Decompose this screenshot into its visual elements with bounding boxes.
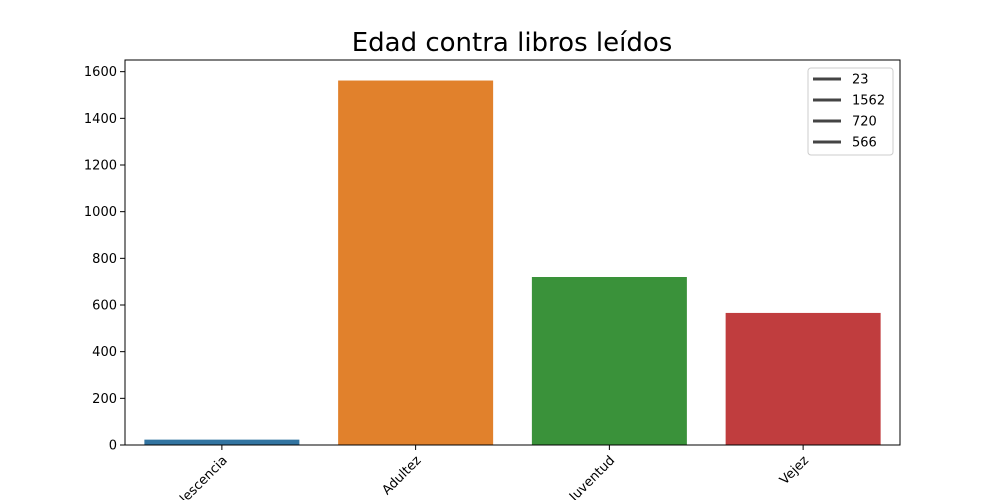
legend-label: 566 xyxy=(852,136,877,151)
bar xyxy=(725,312,881,445)
y-tick-label: 200 xyxy=(92,392,117,407)
y-tick-label: 1600 xyxy=(84,65,117,80)
plot-area: 0 200 400 600 800 1000 1200 1400 1600 Adolescenci… xyxy=(84,59,901,500)
x-tick-label: Vejez xyxy=(777,453,812,488)
y-tick-label: 1200 xyxy=(84,159,117,174)
y-tick-label: 600 xyxy=(92,299,117,314)
y-tick-label: 1400 xyxy=(84,112,117,127)
chart-title: Edad contra libros leídos xyxy=(352,28,673,58)
y-tick-label: 0 xyxy=(109,439,117,454)
bar xyxy=(338,80,494,445)
bar xyxy=(531,277,687,445)
x-tick-label: Adultez xyxy=(379,453,424,498)
y-tick-label: 400 xyxy=(92,345,117,360)
legend: 23 1562 720 566 xyxy=(807,67,894,156)
legend-label: 720 xyxy=(852,115,877,130)
legend-label: 23 xyxy=(852,73,869,88)
y-tick-label: 800 xyxy=(92,252,117,267)
legend-box xyxy=(807,67,894,156)
y-tick-label: 1000 xyxy=(84,205,117,220)
legend-label: 1562 xyxy=(852,94,885,109)
axes-frame xyxy=(124,59,901,446)
x-tick-label: Adolescencia xyxy=(160,453,231,500)
bar xyxy=(144,439,300,445)
x-tick-label: Juventud xyxy=(566,453,618,500)
